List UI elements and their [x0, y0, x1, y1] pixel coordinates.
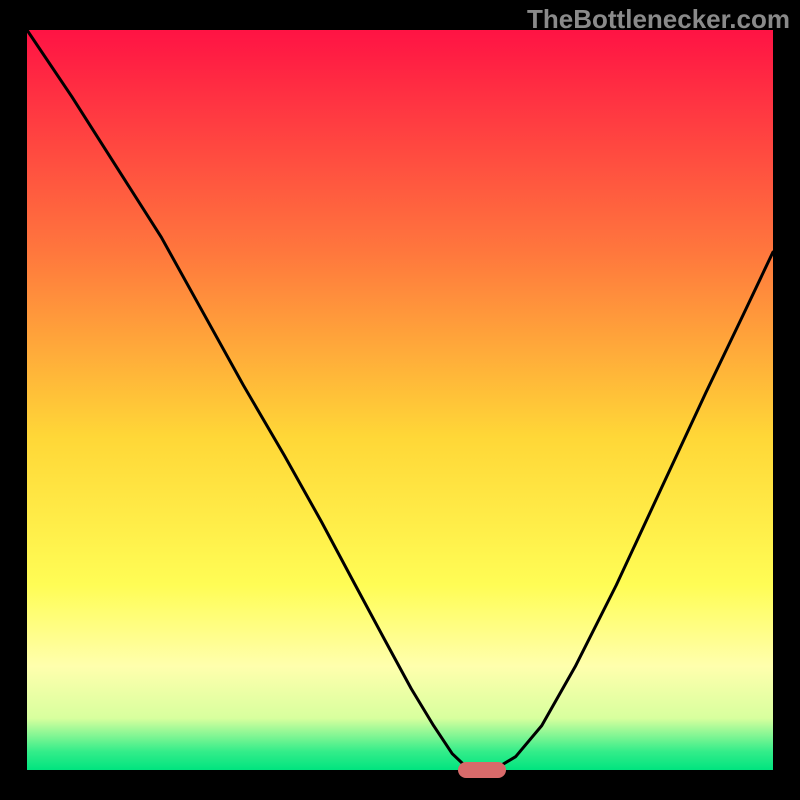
watermark-text: TheBottlenecker.com — [527, 4, 790, 35]
plot-area — [27, 30, 773, 770]
gradient-background — [27, 30, 773, 770]
chart-container: TheBottlenecker.com — [0, 0, 800, 800]
minimum-marker — [458, 762, 506, 778]
